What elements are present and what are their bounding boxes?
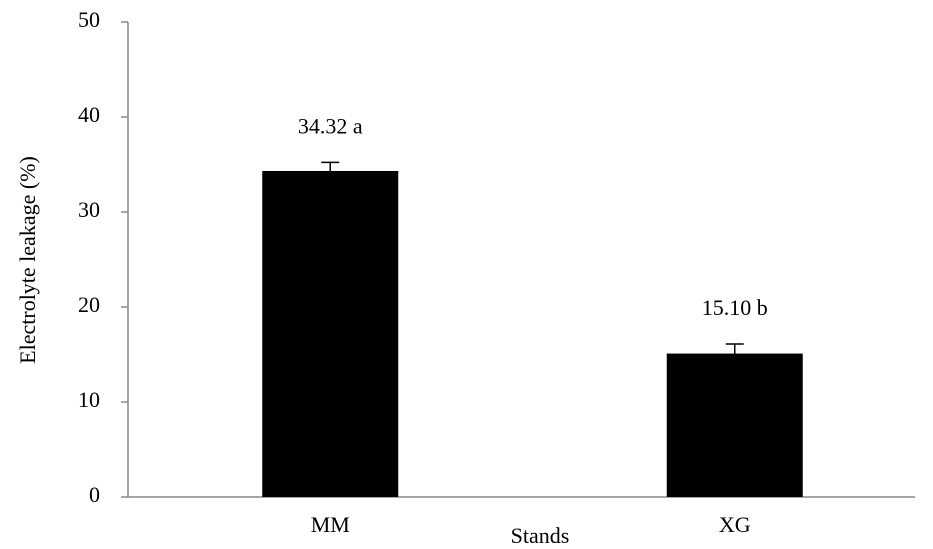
value-label: 34.32 a [298, 113, 363, 138]
x-tick-label: MM [311, 512, 350, 537]
x-axis-title: Stands [511, 523, 570, 548]
y-tick-label: 30 [78, 197, 100, 222]
value-label: 15.10 b [702, 295, 768, 320]
y-tick-label: 10 [78, 387, 100, 412]
y-tick-label: 20 [78, 292, 100, 317]
y-tick-label: 40 [78, 102, 100, 127]
y-tick-label: 50 [78, 7, 100, 32]
x-tick-label: XG [719, 512, 751, 537]
bar [666, 353, 803, 497]
bar [262, 170, 399, 497]
y-tick-label: 0 [89, 482, 100, 507]
y-axis-title: Electrolyte leakage (%) [15, 156, 40, 364]
